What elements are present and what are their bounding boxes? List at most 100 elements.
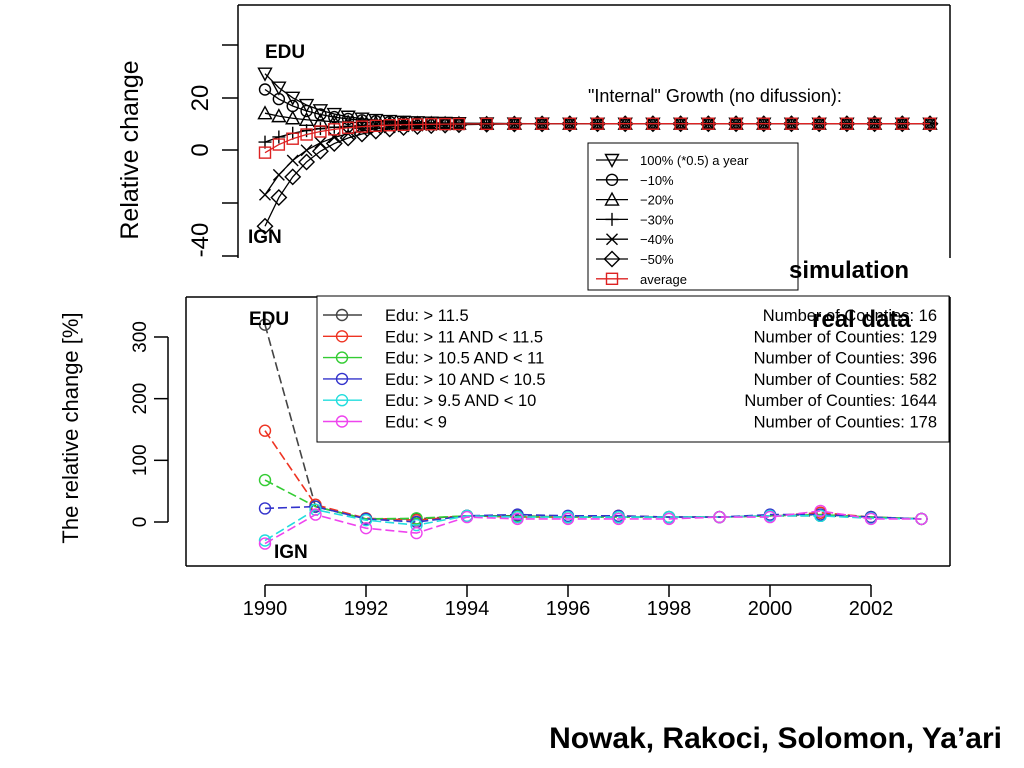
real-x-tick-label: 2000: [748, 598, 793, 620]
real-legend-box: [316, 295, 950, 443]
real-series-point: [561, 512, 575, 526]
real-series-point: [410, 512, 423, 525]
sim-series-point: [258, 83, 272, 96]
sim-series-point: [868, 117, 881, 130]
real-series-point: [763, 510, 777, 524]
real-series-point: [814, 504, 827, 518]
sim-series-point: [619, 117, 632, 130]
sim-series-point: [411, 118, 424, 131]
real-ign-annotation: IGN: [274, 542, 308, 563]
sim-legend-label: −30%: [640, 212, 674, 227]
real-x-axis: 1990 1992 1994 1996 1998 2000 2002: [243, 584, 894, 620]
sim-series-point: [397, 118, 410, 131]
real-series-point: [258, 537, 272, 550]
sim-y-axis-label: Relative change: [116, 60, 144, 239]
sim-series-point: [674, 117, 687, 130]
sim-series-point: [327, 120, 341, 134]
sim-series-point: [355, 120, 369, 133]
real-x-tick-label: 2002: [849, 598, 894, 620]
sim-series-point: [300, 144, 313, 157]
sim-y-tick-label: -40: [187, 223, 214, 258]
sim-series-point: [272, 138, 286, 151]
real-x-tick-label: 1994: [445, 598, 490, 620]
sim-series-point: [340, 110, 356, 125]
sim-inner-title: "Internal" Growth (no difussion):: [588, 86, 842, 106]
sim-series-point: [480, 117, 493, 131]
real-series-point: [410, 518, 423, 532]
sim-series-point: [314, 125, 327, 138]
real-legend-label: Edu: > 11 AND < 11.5: [385, 328, 543, 346]
sim-series-point: [325, 135, 343, 153]
sim-series-point: [452, 117, 466, 131]
sim-legend-swatch-marker: [603, 250, 621, 268]
sim-series-point: [285, 110, 301, 125]
sim-ign-annotation: IGN: [248, 227, 282, 248]
sim-series-point: [383, 119, 396, 132]
real-series-point: [258, 318, 272, 331]
real-series-point: [309, 508, 322, 521]
real-series-point: [915, 512, 928, 526]
real-legend-swatch-marker: [335, 351, 349, 364]
real-series-line: [264, 508, 922, 542]
sim-series-point: [285, 91, 301, 106]
real-x-tick-label: 1998: [647, 598, 692, 620]
real-x-tick-label: 1990: [243, 598, 288, 620]
sim-series-point: [311, 142, 329, 160]
sim-series-point: [729, 117, 743, 130]
sim-edu-annotation: EDU: [265, 42, 305, 63]
sim-series-point: [354, 112, 370, 127]
sim-series-point: [896, 117, 909, 130]
sim-legend-swatch-marker: [604, 153, 620, 168]
sim-legend-label: −20%: [640, 193, 674, 208]
sim-series-point: [702, 117, 715, 130]
sim-legend-swatch-marker: [605, 272, 619, 285]
sim-series-point: [314, 108, 327, 121]
real-series-point: [258, 424, 272, 437]
real-legend-counties: Number of Counties: 129: [754, 328, 937, 346]
real-series-group: [258, 318, 928, 550]
real-legend-swatch-marker: [335, 308, 349, 322]
sim-series-point: [286, 154, 299, 167]
sim-series-point: [341, 121, 355, 134]
sim-y-tick-label: 20: [187, 85, 214, 112]
sim-series-point: [259, 188, 271, 201]
sim-series-point: [272, 130, 286, 144]
sim-series-point: [328, 123, 341, 136]
sim-series-point: [591, 117, 604, 130]
author-credit: Nowak, Rakoci, Solomon, Ya’ari: [549, 722, 1002, 755]
real-legend-label: Edu: > 9.5 AND < 10: [385, 392, 536, 410]
sim-series-point: [271, 81, 287, 96]
real-edu-annotation: EDU: [249, 309, 289, 330]
real-y-tick-label: 300: [130, 321, 151, 353]
sim-series-point: [272, 92, 286, 106]
sim-series-point: [270, 189, 288, 207]
sim-legend-swatch-marker: [605, 173, 619, 187]
sim-series-point: [298, 153, 316, 171]
real-x-tick-label: 1996: [546, 598, 591, 620]
real-legend: Edu: > 11.5 Number of Counties: 16 Edu: > …: [316, 295, 950, 443]
sim-series-point: [508, 117, 521, 130]
real-series-point: [460, 510, 474, 524]
simulation-panel-label: simulation: [789, 257, 909, 284]
sim-series-point: [298, 98, 315, 114]
real-y-tick-label: 100: [130, 444, 151, 476]
real-data-panel-label: real data: [812, 306, 911, 333]
real-legend-counties: Number of Counties: 1644: [744, 392, 937, 410]
real-y-axis: The relative change [%] 0 100 200 300: [58, 312, 169, 544]
sim-legend-box: [587, 142, 799, 291]
real-series-point: [713, 510, 726, 524]
real-legend-counties: Number of Counties: 396: [754, 350, 937, 368]
sim-legend-label: −40%: [640, 232, 674, 247]
real-y-tick-label: 0: [130, 517, 151, 528]
sim-y-tick-label: 0: [187, 143, 214, 156]
real-legend-swatch-marker: [335, 330, 349, 343]
real-series-point: [309, 500, 322, 513]
sim-series-point: [286, 132, 299, 145]
real-series-point: [359, 521, 373, 535]
sim-series-point: [840, 117, 854, 130]
sim-series-point: [326, 107, 342, 123]
real-legend-counties: Number of Counties: 582: [754, 371, 937, 389]
sim-series-group: [256, 67, 939, 235]
real-legend-counties: Number of Counties: 16: [763, 307, 937, 325]
